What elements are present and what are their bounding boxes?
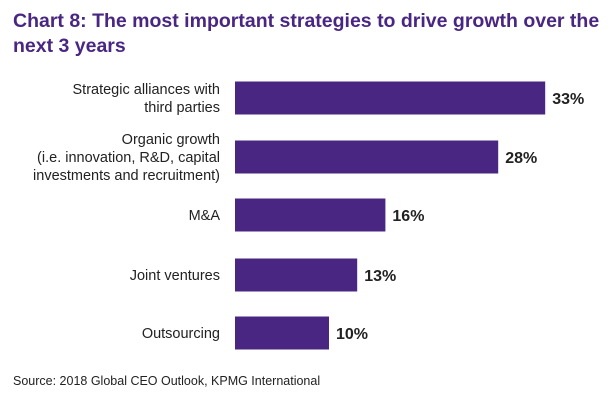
category-label-1: Organic growth (i.e. innovation, R&D, cap… xyxy=(33,132,220,184)
category-label-0: Strategic alliances with third parties xyxy=(73,82,221,116)
value-label-0: 33% xyxy=(552,91,584,108)
category-label-4: Outsourcing xyxy=(142,326,220,342)
category-label-line: investments and recruitment) xyxy=(33,168,220,184)
category-label-line: Outsourcing xyxy=(142,326,220,342)
value-label-3: 13% xyxy=(364,268,396,285)
category-label-line: Strategic alliances with xyxy=(73,82,221,98)
value-label-2: 16% xyxy=(392,208,424,225)
bar-3 xyxy=(235,258,358,292)
category-label-line: Joint ventures xyxy=(130,268,220,284)
bar-2 xyxy=(235,198,386,232)
bar-0 xyxy=(235,81,546,115)
category-label-line: third parties xyxy=(144,100,220,116)
category-label-line: Organic growth xyxy=(122,132,220,148)
chart-title: Chart 8: The most important strategies t… xyxy=(13,10,600,57)
category-label-line: (i.e. innovation, R&D, capital xyxy=(37,150,220,166)
category-label-3: Joint ventures xyxy=(130,268,220,284)
bar-4 xyxy=(235,316,329,350)
value-label-4: 10% xyxy=(336,326,368,343)
category-label-line: M&A xyxy=(189,208,221,224)
category-label-2: M&A xyxy=(189,208,221,224)
value-label-1: 28% xyxy=(505,150,537,167)
source-note: Source: 2018 Global CEO Outlook, KPMG In… xyxy=(13,374,321,388)
bar-1 xyxy=(235,140,499,174)
